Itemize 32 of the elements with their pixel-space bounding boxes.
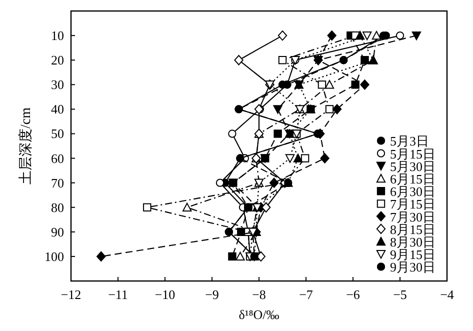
y-tick-label: 70 xyxy=(51,175,64,190)
legend-label: 8月30日 xyxy=(390,234,436,250)
x-tick-label: −10 xyxy=(154,287,176,302)
legend-label: 5月15日 xyxy=(390,146,436,162)
y-tick-label: 50 xyxy=(51,126,64,142)
x-tick-label: −11 xyxy=(108,287,128,302)
y-tick-label: 30 xyxy=(51,77,64,92)
x-tick-label: −6 xyxy=(346,287,360,302)
x-axis-title: δ¹⁸O/‰ xyxy=(238,307,280,322)
legend-label: 6月15日 xyxy=(390,172,436,186)
legend-label: 8月15日 xyxy=(390,222,436,237)
legend-label: 9月15日 xyxy=(390,247,436,262)
x-tick-label: −8 xyxy=(252,287,266,302)
legend-label: 6月30日 xyxy=(390,184,436,200)
legend-label: 5月30日 xyxy=(390,158,436,174)
legend-label: 7月30日 xyxy=(390,209,436,224)
x-tick-label: −9 xyxy=(205,287,219,302)
y-tick-label: 20 xyxy=(51,52,64,68)
x-tick-label: −4 xyxy=(440,287,454,302)
y-tick-label: 100 xyxy=(44,248,64,264)
y-tick-label: 40 xyxy=(51,102,64,117)
y-tick-label: 80 xyxy=(51,200,64,215)
y-tick-label: 60 xyxy=(51,150,64,166)
x-tick-label: −7 xyxy=(299,287,314,302)
legend-label: 5月3日 xyxy=(390,134,429,149)
y-tick-label: 10 xyxy=(51,28,64,44)
legend-label: 9月30日 xyxy=(390,260,436,275)
y-tick-label: 90 xyxy=(51,224,64,240)
y-axis-title: 土层深度/cm xyxy=(18,107,34,184)
legend-label: 7月15日 xyxy=(390,196,436,212)
x-tick-label: −5 xyxy=(393,287,407,302)
x-tick-label: −12 xyxy=(60,287,82,302)
